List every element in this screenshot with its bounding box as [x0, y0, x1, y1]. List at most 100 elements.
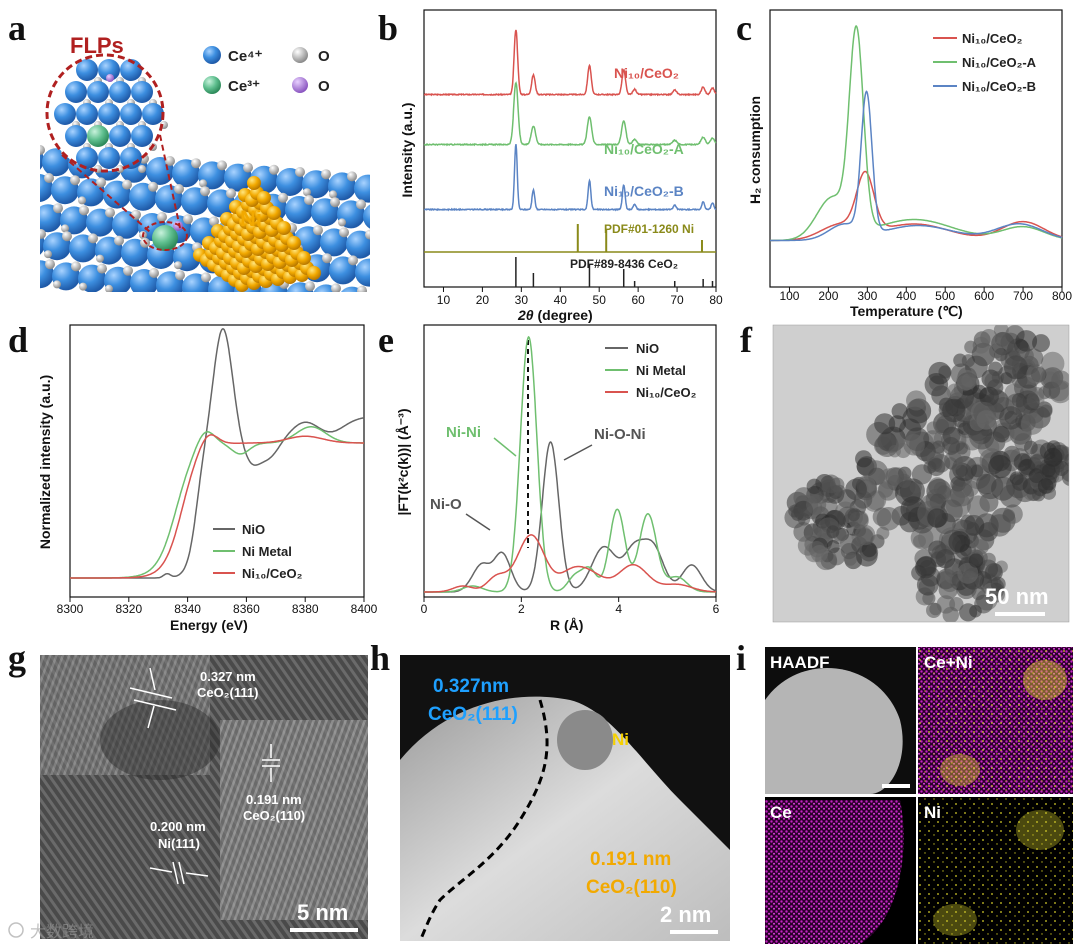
exafs-tick-0: 0 — [421, 602, 428, 616]
xanes-tick-8360: 8360 — [233, 602, 260, 616]
hrtem-arrow-3b — [185, 872, 209, 877]
stem-particle — [400, 696, 730, 941]
panel-i-eds-maps: HAADF Ce+Ni Ce Ni — [765, 647, 1073, 944]
exafs-trace-nio — [424, 441, 717, 593]
ni-reference-bars — [576, 224, 703, 252]
tem-scale-label: 50 nm — [985, 584, 1049, 609]
tpr-legend-2: Ni₁₀/CeO₂-B — [962, 79, 1036, 94]
xanes-legend-2: Ni₁₀/CeO₂ — [242, 566, 303, 581]
eds-ni-label: Ni — [924, 803, 941, 822]
hrtem-arrow-1a — [149, 667, 156, 691]
exafs-x-ticks: 0 2 4 6 — [421, 597, 720, 616]
flp-zoom-circle — [45, 53, 165, 173]
panel-label-g: g — [8, 638, 26, 678]
panel-label-a: a — [8, 8, 26, 48]
panel-label-d: d — [8, 320, 28, 360]
tpr-legend-1: Ni₁₀/CeO₂-A — [962, 55, 1037, 70]
tem-scale-bar — [995, 612, 1045, 616]
xrd-label-ni10-ceo2-a: Ni₁₀/CeO₂-A — [604, 141, 684, 157]
xanes-trace-nio — [70, 327, 365, 579]
xrd-x-axis-label: 2θ (degree) — [517, 307, 593, 323]
panel-a-illustration: FLPs Ni Ce⁴⁺ O Ce³⁺ O — [40, 33, 370, 292]
panel-e-exafs-chart: NiO Ni Metal Ni₁₀/CeO₂ Ni-Ni Ni-O-Ni Ni-… — [395, 324, 720, 633]
eds-haadf-label: HAADF — [770, 653, 830, 672]
tpr-tick-300: 300 — [857, 289, 877, 303]
exafs-legend-0: NiO — [636, 341, 659, 356]
xrd-tick-10: 10 — [437, 293, 451, 307]
xrd-ref-ni: PDF#01-1260 Ni — [604, 222, 694, 236]
tpr-trace-ni10-ceo2 — [770, 170, 1063, 242]
stem-plane-1: CeO₂(111) — [428, 704, 518, 725]
annot-ni-ni-arrow — [493, 437, 517, 457]
xrd-tick-30: 30 — [515, 293, 529, 307]
xanes-tick-8400: 8400 — [351, 602, 378, 616]
hrtem-plane-1: CeO₂(111) — [197, 685, 258, 700]
exafs-legend-2: Ni₁₀/CeO₂ — [636, 385, 697, 400]
panel-f-tem-image: 50 nm — [772, 324, 1070, 623]
xanes-trace-ni-metal — [70, 426, 364, 579]
eds-ce-label: Ce — [770, 803, 792, 822]
xrd-tick-80: 80 — [709, 293, 723, 307]
panel-h-stem-image: 0.327nm CeO₂(111) Ni 0.191 nm CeO₂(110) … — [400, 655, 730, 942]
xanes-x-ticks: 8300 8320 8340 8360 8380 8400 — [57, 597, 378, 616]
stem-plane-2: CeO₂(110) — [586, 877, 677, 898]
xrd-trace-ni10-ceo2 — [423, 29, 717, 97]
exafs-trace-ni-metal — [424, 335, 716, 593]
xanes-legend-1: Ni Metal — [242, 544, 292, 559]
stem-ni-label: Ni — [612, 730, 629, 749]
eds-scale-bar — [882, 784, 910, 788]
xrd-trace-ni10-ceo2-b — [423, 144, 717, 212]
xrd-y-axis-label: Intensity (a.u.) — [399, 103, 415, 198]
hrtem-plane-2: CeO₂(110) — [243, 808, 305, 823]
tpr-tick-600: 600 — [974, 289, 994, 303]
hrtem-arrow-1b — [147, 705, 155, 729]
panel-label-h: h — [370, 638, 390, 678]
panel-label-f: f — [740, 320, 753, 360]
xanes-tick-8300: 8300 — [57, 602, 84, 616]
legend-o-purple: O — [318, 78, 330, 95]
hrtem-plane-3: Ni(111) — [158, 836, 200, 851]
legend-o-grey: O — [318, 48, 330, 65]
hrtem-scale-label: 5 nm — [297, 900, 348, 925]
legend-o-grey-swatch — [292, 47, 308, 63]
xrd-ref-ceo2: PDF#89-8436 CeO₂ — [570, 257, 678, 271]
tpr-tick-800: 800 — [1052, 289, 1072, 303]
stem-interface-dashed — [418, 699, 549, 942]
exafs-tick-4: 4 — [615, 602, 622, 616]
tpr-x-axis-label: Temperature (℃) — [850, 303, 963, 319]
hrtem-spacing-2: 0.191 nm — [246, 792, 302, 807]
annot-ni-o: Ni-O — [430, 496, 462, 513]
stem-spacing-2: 0.191 nm — [590, 849, 671, 870]
annot-ni-o-ni: Ni-O-Ni — [594, 426, 646, 443]
legend-ce4: Ce⁴⁺ — [228, 48, 263, 65]
annot-ni-o-arrow — [465, 513, 491, 531]
panel-d-xanes-chart: NiO Ni Metal Ni₁₀/CeO₂ 8300 8320 8340 8360 8… — [37, 324, 378, 633]
panel-label-c: c — [736, 8, 752, 48]
tem-particles — [784, 325, 1069, 622]
xrd-tick-20: 20 — [476, 293, 490, 307]
xanes-tick-8340: 8340 — [174, 602, 201, 616]
ni-cluster — [193, 176, 321, 292]
legend-ce3-swatch — [203, 76, 221, 94]
flp-title: FLPs — [70, 33, 124, 58]
panel-b-xrd-chart: Ni₁₀/CeO₂ Ni₁₀/CeO₂-A Ni₁₀/CeO₂-B PDF#01… — [399, 9, 723, 323]
legend-o-purple-swatch — [292, 77, 308, 93]
panel-label-i: i — [736, 638, 746, 678]
eds-ce-ni-label: Ce+Ni — [924, 653, 973, 672]
exafs-tick-6: 6 — [713, 602, 720, 616]
watermark-logo-icon — [8, 922, 24, 938]
annot-ni-ni: Ni-Ni — [446, 424, 481, 441]
exafs-legend-1: Ni Metal — [636, 363, 686, 378]
legend-ce4-swatch — [203, 46, 221, 64]
stem-spacing-1: 0.327nm — [433, 676, 509, 697]
xanes-tick-8320: 8320 — [115, 602, 142, 616]
watermark: 大数跨境 — [8, 922, 94, 941]
stem-scale-bar — [670, 930, 718, 934]
exafs-trace-ni10-ceo2 — [424, 534, 716, 593]
panel-label-e: e — [378, 320, 394, 360]
ceo2-surface — [40, 145, 370, 292]
xanes-x-axis-label: Energy (eV) — [170, 617, 248, 633]
exafs-y-axis-label: |FT(k²c(k))| (Å⁻³) — [395, 409, 411, 516]
watermark-text: 大数跨境 — [30, 922, 94, 941]
